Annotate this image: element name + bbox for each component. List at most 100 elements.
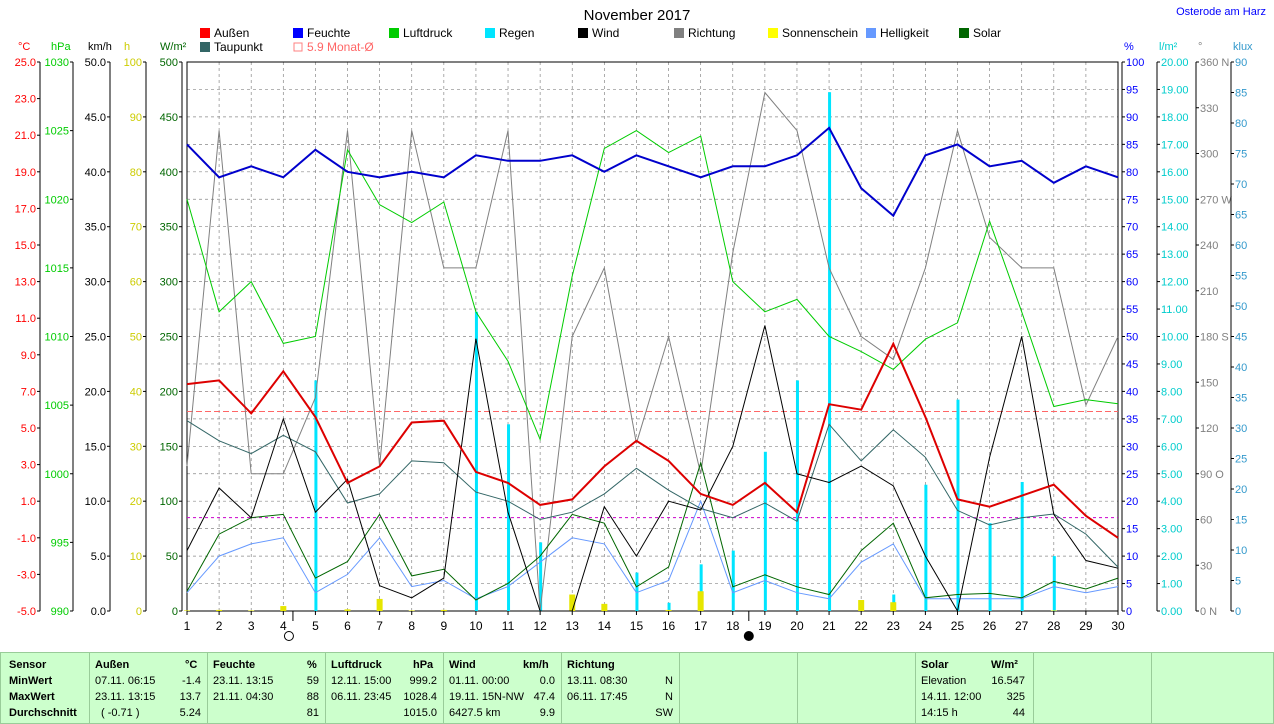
x-tick-label: 18 <box>726 619 740 633</box>
rain-bar <box>314 380 318 611</box>
right-axis-tick-label: 60 <box>1235 240 1247 252</box>
sunshine-bar <box>248 610 255 611</box>
feuchte-avg-value: 81 <box>306 707 319 719</box>
right-axis-tick-label: 180 S <box>1200 332 1229 344</box>
legend-label: Richtung <box>688 26 735 40</box>
rain-bar <box>1020 481 1024 611</box>
x-tick-label: 9 <box>440 619 447 633</box>
solar-line <box>186 460 1119 601</box>
legend-swatch <box>674 28 684 38</box>
luftdruck-max-value: 1028.4 <box>403 691 437 703</box>
aussen-avg-value: 5.24 <box>179 707 201 719</box>
left-axis-tick-label: 1030 <box>45 57 69 69</box>
right-axis-tick-label: 20 <box>1126 496 1138 508</box>
legend-swatch <box>578 28 588 38</box>
left-axis-tick-label: 25.0 <box>85 332 106 344</box>
right-axis-tick-label: 55 <box>1235 271 1247 283</box>
feuchte-max-value: 88 <box>306 691 319 703</box>
left-axis-unit: h <box>124 41 130 53</box>
sunshine-bar <box>216 609 223 611</box>
right-axis-tick-label: 20.00 <box>1161 57 1189 69</box>
left-axis-tick-label: 40 <box>130 386 142 398</box>
x-tick-label: 3 <box>248 619 255 633</box>
sunshine-bar <box>408 610 415 611</box>
x-tick-label: 16 <box>662 619 676 633</box>
left-axis-tick-label: 3.0 <box>21 460 36 472</box>
aussen-max-value: 13.7 <box>179 691 201 703</box>
right-axis-tick-label: 50 <box>1235 301 1247 313</box>
x-tick-label: 22 <box>854 619 868 633</box>
durchschnitt-label: Durchschnitt <box>9 707 77 719</box>
left-axis-tick-label: -3.0 <box>17 569 36 581</box>
right-axis-tick-label: 11.00 <box>1161 304 1188 316</box>
sunshine-bar <box>376 598 383 611</box>
richtung-min-value: N <box>665 675 673 687</box>
aussen-max-time: 23.11. 13:15 <box>95 691 156 703</box>
left-axis-tick-label: 0 <box>136 606 142 618</box>
aussen-min-time: 07.11. 06:15 <box>95 675 156 687</box>
right-axis-tick-label: 0 N <box>1200 606 1217 618</box>
left-axis-tick-label: -1.0 <box>17 533 36 545</box>
right-axis-tick-label: 90 O <box>1200 469 1224 481</box>
right-axis-tick-label: 9.00 <box>1161 359 1182 371</box>
right-axis-tick-label: 15.00 <box>1161 194 1189 206</box>
left-axis-tick-label: 9.0 <box>21 350 36 362</box>
right-axis-tick-label: 210 <box>1200 286 1218 298</box>
x-tick-label: 23 <box>887 619 901 633</box>
minwert-label: MinWert <box>9 675 53 687</box>
sunshine-bar <box>280 606 287 611</box>
left-axis-tick-label: 200 <box>160 386 178 398</box>
right-axis-tick-label: 65 <box>1126 249 1138 261</box>
feuchte-line <box>186 126 1119 218</box>
left-axis-tick-label: 250 <box>160 332 178 344</box>
rain-bar <box>795 380 799 611</box>
left-axis-tick-label: 19.0 <box>15 167 36 179</box>
richtung-avg-value: SW <box>655 707 673 719</box>
legend-label: Helligkeit <box>880 26 929 40</box>
left-axis-tick-label: 1000 <box>45 469 69 481</box>
left-axis-tick-label: 0 <box>172 606 178 618</box>
rain-bar <box>507 424 511 611</box>
feuchte-max-time: 21.11. 04:30 <box>213 691 274 703</box>
left-axis-unit: W/m² <box>160 41 187 53</box>
sunshine-bar <box>697 591 704 611</box>
luftdruck-max-time: 06.11. 23:45 <box>331 691 392 703</box>
legend-swatch <box>293 28 303 38</box>
x-tick-label: 7 <box>376 619 383 633</box>
right-axis-tick-label: 95 <box>1126 84 1138 96</box>
right-axis-tick-label: 90 <box>1126 112 1138 124</box>
right-axis-unit: l/m² <box>1159 41 1178 53</box>
left-axis-tick-label: 7.0 <box>21 386 36 398</box>
right-axis-tick-label: 0.00 <box>1161 606 1182 618</box>
left-axis-tick-label: 13.0 <box>15 277 36 289</box>
x-tick-label: 28 <box>1047 619 1061 633</box>
right-axis-tick-label: 1.00 <box>1161 579 1182 591</box>
right-axis-tick-label: 40 <box>1235 362 1247 374</box>
left-axis-tick-label: 450 <box>160 112 178 124</box>
aussen-header: Außen <box>95 659 130 671</box>
wind-unit: km/h <box>523 659 549 671</box>
wind-line <box>186 325 1119 613</box>
left-axis-tick-label: 1025 <box>45 126 69 138</box>
right-axis-tick-label: 25 <box>1235 454 1247 466</box>
solar-unit: W/m² <box>991 659 1018 671</box>
left-axis-tick-label: 50 <box>166 551 178 563</box>
left-axis-tick-label: 500 <box>160 57 178 69</box>
legend-swatch <box>959 28 969 38</box>
legend-label: Taupunkt <box>214 40 263 54</box>
rain-bar <box>539 542 543 611</box>
left-axis-tick-label: 15.0 <box>15 240 36 252</box>
right-axis-tick-label: 300 <box>1200 149 1218 161</box>
right-axis-unit: ° <box>1198 41 1202 53</box>
right-axis-tick-label: 18.00 <box>1161 112 1189 124</box>
left-axis-tick-label: 90 <box>130 112 142 124</box>
right-axis-tick-label: 75 <box>1235 149 1247 161</box>
x-tick-label: 10 <box>469 619 483 633</box>
luftdruck-avg-value: 1015.0 <box>403 707 437 719</box>
x-tick-label: 21 <box>822 619 836 633</box>
left-axis-tick-label: 1.0 <box>21 496 36 508</box>
right-axis-tick-label: 35 <box>1126 414 1138 426</box>
right-axis-tick-label: 12.00 <box>1161 277 1189 289</box>
solar-header: Solar <box>921 659 949 671</box>
right-axis-tick-label: 240 <box>1200 240 1218 252</box>
